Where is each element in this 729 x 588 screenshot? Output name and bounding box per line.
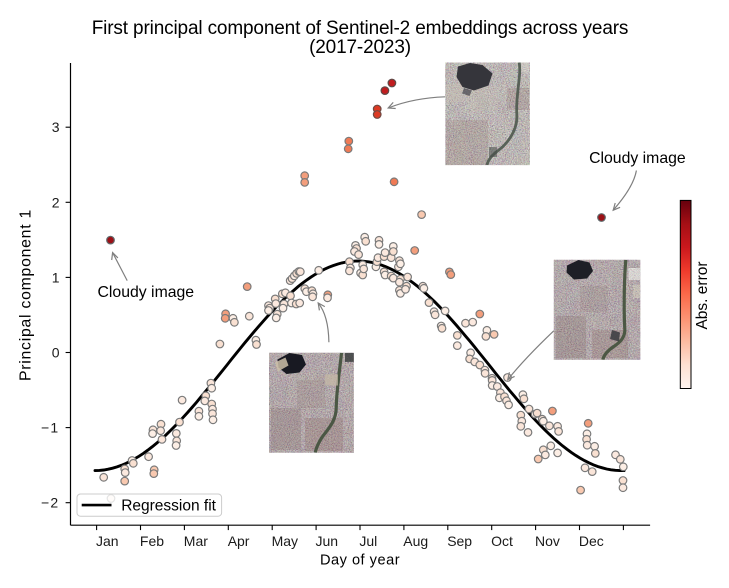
svg-text:Regression fit: Regression fit [121,497,216,514]
svg-text:Aug: Aug [403,533,428,549]
svg-text:May: May [272,533,298,549]
svg-text:Day of year: Day of year [320,553,400,569]
svg-text:−1: −1 [41,420,60,436]
svg-text:Jul: Jul [359,533,377,549]
svg-text:(2017-2023): (2017-2023) [309,37,411,58]
svg-text:Apr: Apr [228,533,250,549]
svg-text:Feb: Feb [140,533,164,549]
svg-text:2: 2 [52,194,60,210]
svg-text:Cloudy image: Cloudy image [589,150,686,167]
svg-text:3: 3 [52,119,60,135]
svg-text:Mar: Mar [184,533,208,549]
svg-text:0: 0 [52,345,60,361]
svg-text:−2: −2 [41,495,60,511]
svg-text:Cloudy image: Cloudy image [98,284,195,301]
svg-text:Principal component 1: Principal component 1 [18,209,35,381]
svg-text:Abs. error: Abs. error [694,261,711,329]
svg-text:Jun: Jun [316,533,339,549]
svg-text:First principal component of S: First principal component of Sentinel-2 … [92,18,629,39]
svg-text:Jan: Jan [96,533,119,549]
svg-text:Nov: Nov [535,533,560,549]
svg-text:Oct: Oct [491,533,513,549]
svg-text:Dec: Dec [579,533,604,549]
svg-text:Sep: Sep [447,533,472,549]
svg-text:1: 1 [52,269,60,285]
